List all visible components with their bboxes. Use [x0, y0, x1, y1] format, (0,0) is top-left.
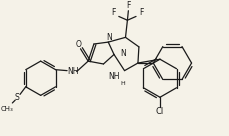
Text: H: H [120, 81, 124, 86]
Text: CH₃: CH₃ [0, 106, 13, 112]
Text: F: F [110, 8, 115, 17]
Text: F: F [126, 1, 130, 10]
Text: N: N [106, 33, 112, 42]
Text: O: O [75, 39, 81, 49]
Text: NH: NH [67, 67, 78, 76]
Text: F: F [139, 8, 143, 17]
Text: N: N [119, 49, 125, 58]
Text: NH: NH [108, 72, 119, 81]
Text: Cl: Cl [155, 107, 163, 116]
Text: S: S [15, 93, 19, 102]
